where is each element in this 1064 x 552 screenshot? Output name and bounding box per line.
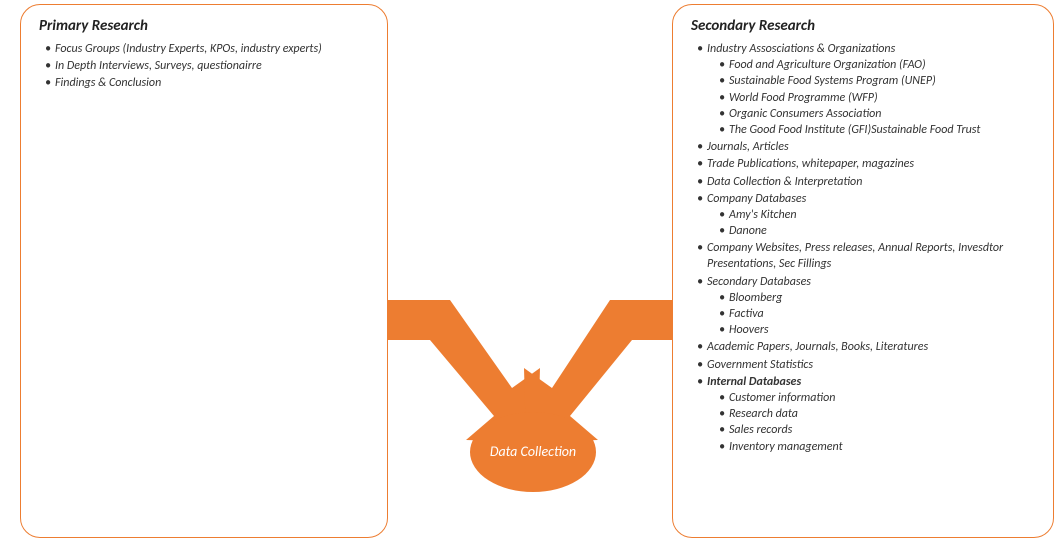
list-item-label: Internal Databases xyxy=(707,375,801,389)
secondary-research-panel: Secondary Research Industry Assosciation… xyxy=(672,4,1054,538)
list-item-label: Company Websites, Press releases, Annual… xyxy=(707,241,1003,271)
primary-research-panel: Primary Research Focus Groups (Industry … xyxy=(20,4,388,538)
list-item: Research data xyxy=(719,406,1035,422)
list-item: Internal Databases Customer information Re… xyxy=(697,374,1035,455)
list-item: Bloomberg xyxy=(719,290,1035,306)
list-item: Hoovers xyxy=(719,322,1035,338)
list-item: Trade Publications, whitepaper, magazine… xyxy=(697,156,1035,172)
list-item-label: Company Databases xyxy=(707,192,806,206)
list-item: Organic Consumers Association xyxy=(719,106,1035,122)
list-item: Danone xyxy=(719,223,1035,239)
list-item: Journals, Articles xyxy=(697,139,1035,155)
list-item-label: Danone xyxy=(729,224,767,238)
list-item-label: Government Statistics xyxy=(707,358,813,372)
list-item: Government Statistics xyxy=(697,357,1035,373)
list-item-label: Amy's Kitchen xyxy=(729,208,797,222)
list-item: Company Websites, Press releases, Annual… xyxy=(697,240,1035,272)
list-item-label: Data Collection & Interpretation xyxy=(707,175,862,189)
list-item-label: The Good Food Institute (GFI)Sustainable… xyxy=(729,123,980,137)
list-item-label: Academic Papers, Journals, Books, Litera… xyxy=(707,340,928,354)
secondary-research-list: Industry Assosciations & OrganizationsFo… xyxy=(691,41,1035,455)
list-item: Focus Groups (Industry Experts, KPOs, in… xyxy=(45,41,369,57)
data-collection-ellipse: Data Collection xyxy=(470,412,596,492)
list-item: The Good Food Institute (GFI)Sustainable… xyxy=(719,122,1035,138)
list-item: Amy's Kitchen xyxy=(719,207,1035,223)
list-item-label: Focus Groups (Industry Experts, KPOs, in… xyxy=(55,42,322,56)
primary-research-list: Focus Groups (Industry Experts, KPOs, in… xyxy=(39,41,369,92)
list-item-label: Hoovers xyxy=(729,323,769,337)
list-item-label: Bloomberg xyxy=(729,291,782,305)
list-item: Sales records xyxy=(719,422,1035,438)
sub-list: Amy's Kitchen Danone xyxy=(707,207,1035,239)
sub-list: Bloomberg Factiva Hoovers xyxy=(707,290,1035,339)
list-item-label: Organic Consumers Association xyxy=(729,107,881,121)
list-item-label: Sales records xyxy=(729,423,792,437)
list-item-label: Factiva xyxy=(729,307,764,321)
secondary-research-title: Secondary Research xyxy=(691,17,1035,35)
list-item-label: Journals, Articles xyxy=(707,140,789,154)
list-item: Data Collection & Interpretation xyxy=(697,174,1035,190)
data-collection-label: Data Collection xyxy=(490,444,576,461)
primary-research-title: Primary Research xyxy=(39,17,369,35)
list-item: Food and Agriculture Organization (FAO) xyxy=(719,57,1035,73)
list-item: Inventory management xyxy=(719,439,1035,455)
list-item: In Depth Interviews, Surveys, questionai… xyxy=(45,58,369,74)
list-item: Academic Papers, Journals, Books, Litera… xyxy=(697,339,1035,355)
list-item-label: World Food Programme (WFP) xyxy=(729,91,878,105)
list-item: Customer information xyxy=(719,390,1035,406)
list-item: Findings & Conclusion xyxy=(45,75,369,91)
list-item-label: Industry Assosciations & Organizations xyxy=(707,42,895,56)
list-item-label: Sustainable Food Systems Program (UNEP) xyxy=(729,74,936,88)
list-item-label: Inventory management xyxy=(729,440,843,454)
sub-list: Customer information Research data Sales r… xyxy=(707,390,1035,455)
list-item: Sustainable Food Systems Program (UNEP) xyxy=(719,73,1035,89)
sub-list: Food and Agriculture Organization (FAO) S… xyxy=(707,57,1035,138)
list-item: Company Databases Amy's Kitchen Danone xyxy=(697,191,1035,240)
list-item: World Food Programme (WFP) xyxy=(719,90,1035,106)
list-item: Secondary Databases Bloomberg Factiva Hoove… xyxy=(697,274,1035,339)
list-item-label: Food and Agriculture Organization (FAO) xyxy=(729,58,926,72)
list-item-label: In Depth Interviews, Surveys, questionai… xyxy=(55,59,262,73)
list-item: Industry Assosciations & OrganizationsFo… xyxy=(697,41,1035,138)
list-item: Factiva xyxy=(719,306,1035,322)
list-item-label: Secondary Databases xyxy=(707,275,811,289)
list-item-label: Findings & Conclusion xyxy=(55,76,161,90)
list-item-label: Trade Publications, whitepaper, magazine… xyxy=(707,157,914,171)
list-item-label: Customer information xyxy=(729,391,835,405)
list-item-label: Research data xyxy=(729,407,798,421)
